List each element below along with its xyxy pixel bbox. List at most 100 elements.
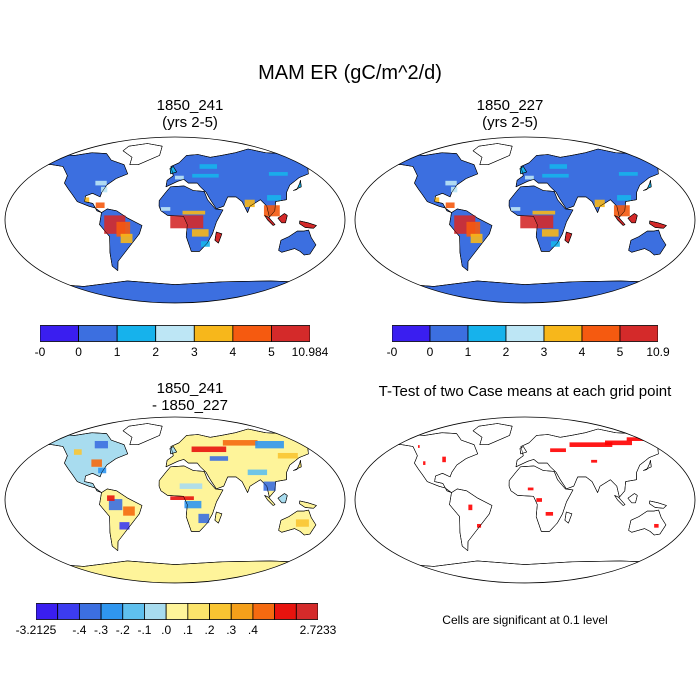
panel-2-coast-newGuinea (649, 220, 667, 229)
panel-3-shade-11 (179, 483, 203, 489)
cb2-label-0: -0 (386, 345, 398, 359)
panel-2-land-greenland (472, 143, 513, 166)
panel-3-coast-japan (293, 460, 302, 471)
panel-1-coast-africa (158, 185, 224, 252)
cb1-label-6: 5 (268, 345, 275, 359)
panel-3-coast-eurasia (165, 428, 318, 498)
panel-3-shade-0 (94, 440, 108, 449)
panel-3-coast-greenland (122, 423, 163, 445)
panel-1-coast-madagascar (214, 231, 223, 244)
panel-2-coast-eurasia (515, 148, 668, 218)
panel-2-map-border (354, 136, 696, 304)
cb2-label-2: 1 (464, 345, 472, 359)
panel-3-coast-antarctica (33, 560, 317, 583)
panel-3-land-southAmerica (99, 488, 143, 551)
panel-4-shade-8 (536, 498, 542, 502)
colorbar-3 (36, 603, 318, 620)
panel-3-land-northAmerica (39, 432, 128, 493)
cb3-swatch-6 (165, 603, 189, 620)
panel-3-land-greenland (122, 423, 163, 446)
panel-4-coast-eurasia (515, 428, 668, 498)
panel-1-title: 1850_241 (yrs 2-5) (30, 97, 350, 131)
panel-1-coast-borneo (277, 213, 288, 224)
cb1-swatch-1 (78, 325, 118, 342)
panel-3-coast-africa (158, 465, 224, 532)
panel-1-shade-14 (267, 195, 282, 201)
panel-3-map-border (4, 416, 346, 584)
panel-3-map (4, 416, 346, 584)
panel-1-coast-australia (278, 229, 317, 256)
panel-2-shade-16 (525, 175, 534, 180)
cb1-label-2: 1 (113, 345, 121, 359)
panel-3-shade-18 (209, 456, 229, 461)
panel-2-shade-15 (542, 173, 569, 178)
panel-4-coast-sumatra (614, 495, 626, 506)
panel-1-shade-12 (244, 199, 255, 208)
cb1-label-3: 2 (152, 345, 160, 359)
panel-4-coast-borneo (627, 493, 638, 504)
panel-4-shade-12 (591, 459, 598, 463)
panel-4-coast-madagascar (564, 511, 573, 524)
panel-2-shade-13 (613, 205, 630, 217)
panel-2-shade-9 (541, 229, 559, 237)
panel-3-shade-7 (107, 495, 115, 501)
panel-1-shade-9 (191, 229, 209, 237)
panel-1-shade-1 (116, 221, 131, 237)
panel-1-map (4, 136, 346, 304)
panel-3-shade-13 (222, 440, 258, 446)
panel-3-coast-borneo (277, 493, 288, 504)
panel-3-shade-12 (191, 446, 227, 453)
panel-1-coast-sumatra (264, 215, 276, 226)
panel-1-land-antarctica (33, 280, 317, 303)
panel-1-title-line-1: 1850_241 (156, 97, 224, 114)
cb3-swatch-1 (57, 603, 80, 620)
cb3-swatch-8 (209, 603, 232, 620)
panel-3-land-antarctica (33, 560, 317, 583)
panel-3-shade-5 (123, 506, 135, 516)
panel-4-shade-3 (550, 448, 566, 453)
panel-2-shade-4 (434, 197, 440, 203)
panel-4-shade-9 (545, 511, 554, 516)
panel-4-coast-greenland (472, 423, 513, 445)
panel-1-shade-10 (200, 241, 210, 247)
cb2-swatch-4 (543, 325, 583, 342)
cb3-swatch-3 (100, 603, 124, 620)
panel-2-coast-madagascar (564, 231, 573, 244)
panel-4-land-northAmerica (389, 432, 478, 493)
panel-1-coast-newGuinea (299, 220, 317, 229)
panel-2-coast-greenland (472, 143, 513, 165)
cb1-swatch-3 (155, 325, 195, 342)
panel-3-shade-6 (119, 522, 130, 530)
panel-1-shade-5 (101, 186, 108, 193)
colorbar-1 (40, 325, 310, 342)
panel-4-land-southAmerica (449, 488, 493, 551)
panel-1-coast-japan (293, 180, 302, 191)
panel-2-shade-17 (549, 164, 567, 169)
cb2-label-6: 5 (616, 345, 624, 359)
panel-2-shade-7 (520, 215, 554, 229)
cb3-label-9: .4 (247, 623, 258, 637)
panel-1-shade-16 (175, 175, 184, 180)
panel-2-shade-10 (550, 241, 560, 247)
figure-title: MAM ER (gC/m^2/d) (258, 62, 442, 84)
cb2-label-1: 0 (426, 345, 434, 359)
panel-4-shade-0 (569, 442, 613, 447)
cb3-label-3: -.2 (115, 623, 130, 637)
panel-3-coast-uk (169, 446, 177, 455)
panel-2-coast-japan (643, 180, 652, 191)
panel-4-coast-australia (628, 509, 667, 536)
panel-3-shade-9 (184, 500, 202, 509)
cb3-swatch-0 (36, 603, 59, 620)
panel-4-coast-japan (643, 460, 652, 471)
panel-1-land-northAmerica (39, 152, 128, 213)
cb3-swatch-4 (122, 603, 145, 620)
panel-1-coast-antarctica (33, 280, 317, 303)
panel-2-shade-3 (445, 202, 455, 209)
panel-3-shade-15 (277, 452, 298, 459)
panel-1-shade-13 (263, 205, 280, 217)
panel-4-coast-northAmerica (389, 432, 478, 493)
panel-2-coast-antarctica (383, 280, 667, 303)
panel-4-shade-10 (527, 487, 534, 491)
panel-4-shade-11 (654, 523, 659, 528)
panel-2-title-line-1: 1850_227 (476, 97, 544, 114)
